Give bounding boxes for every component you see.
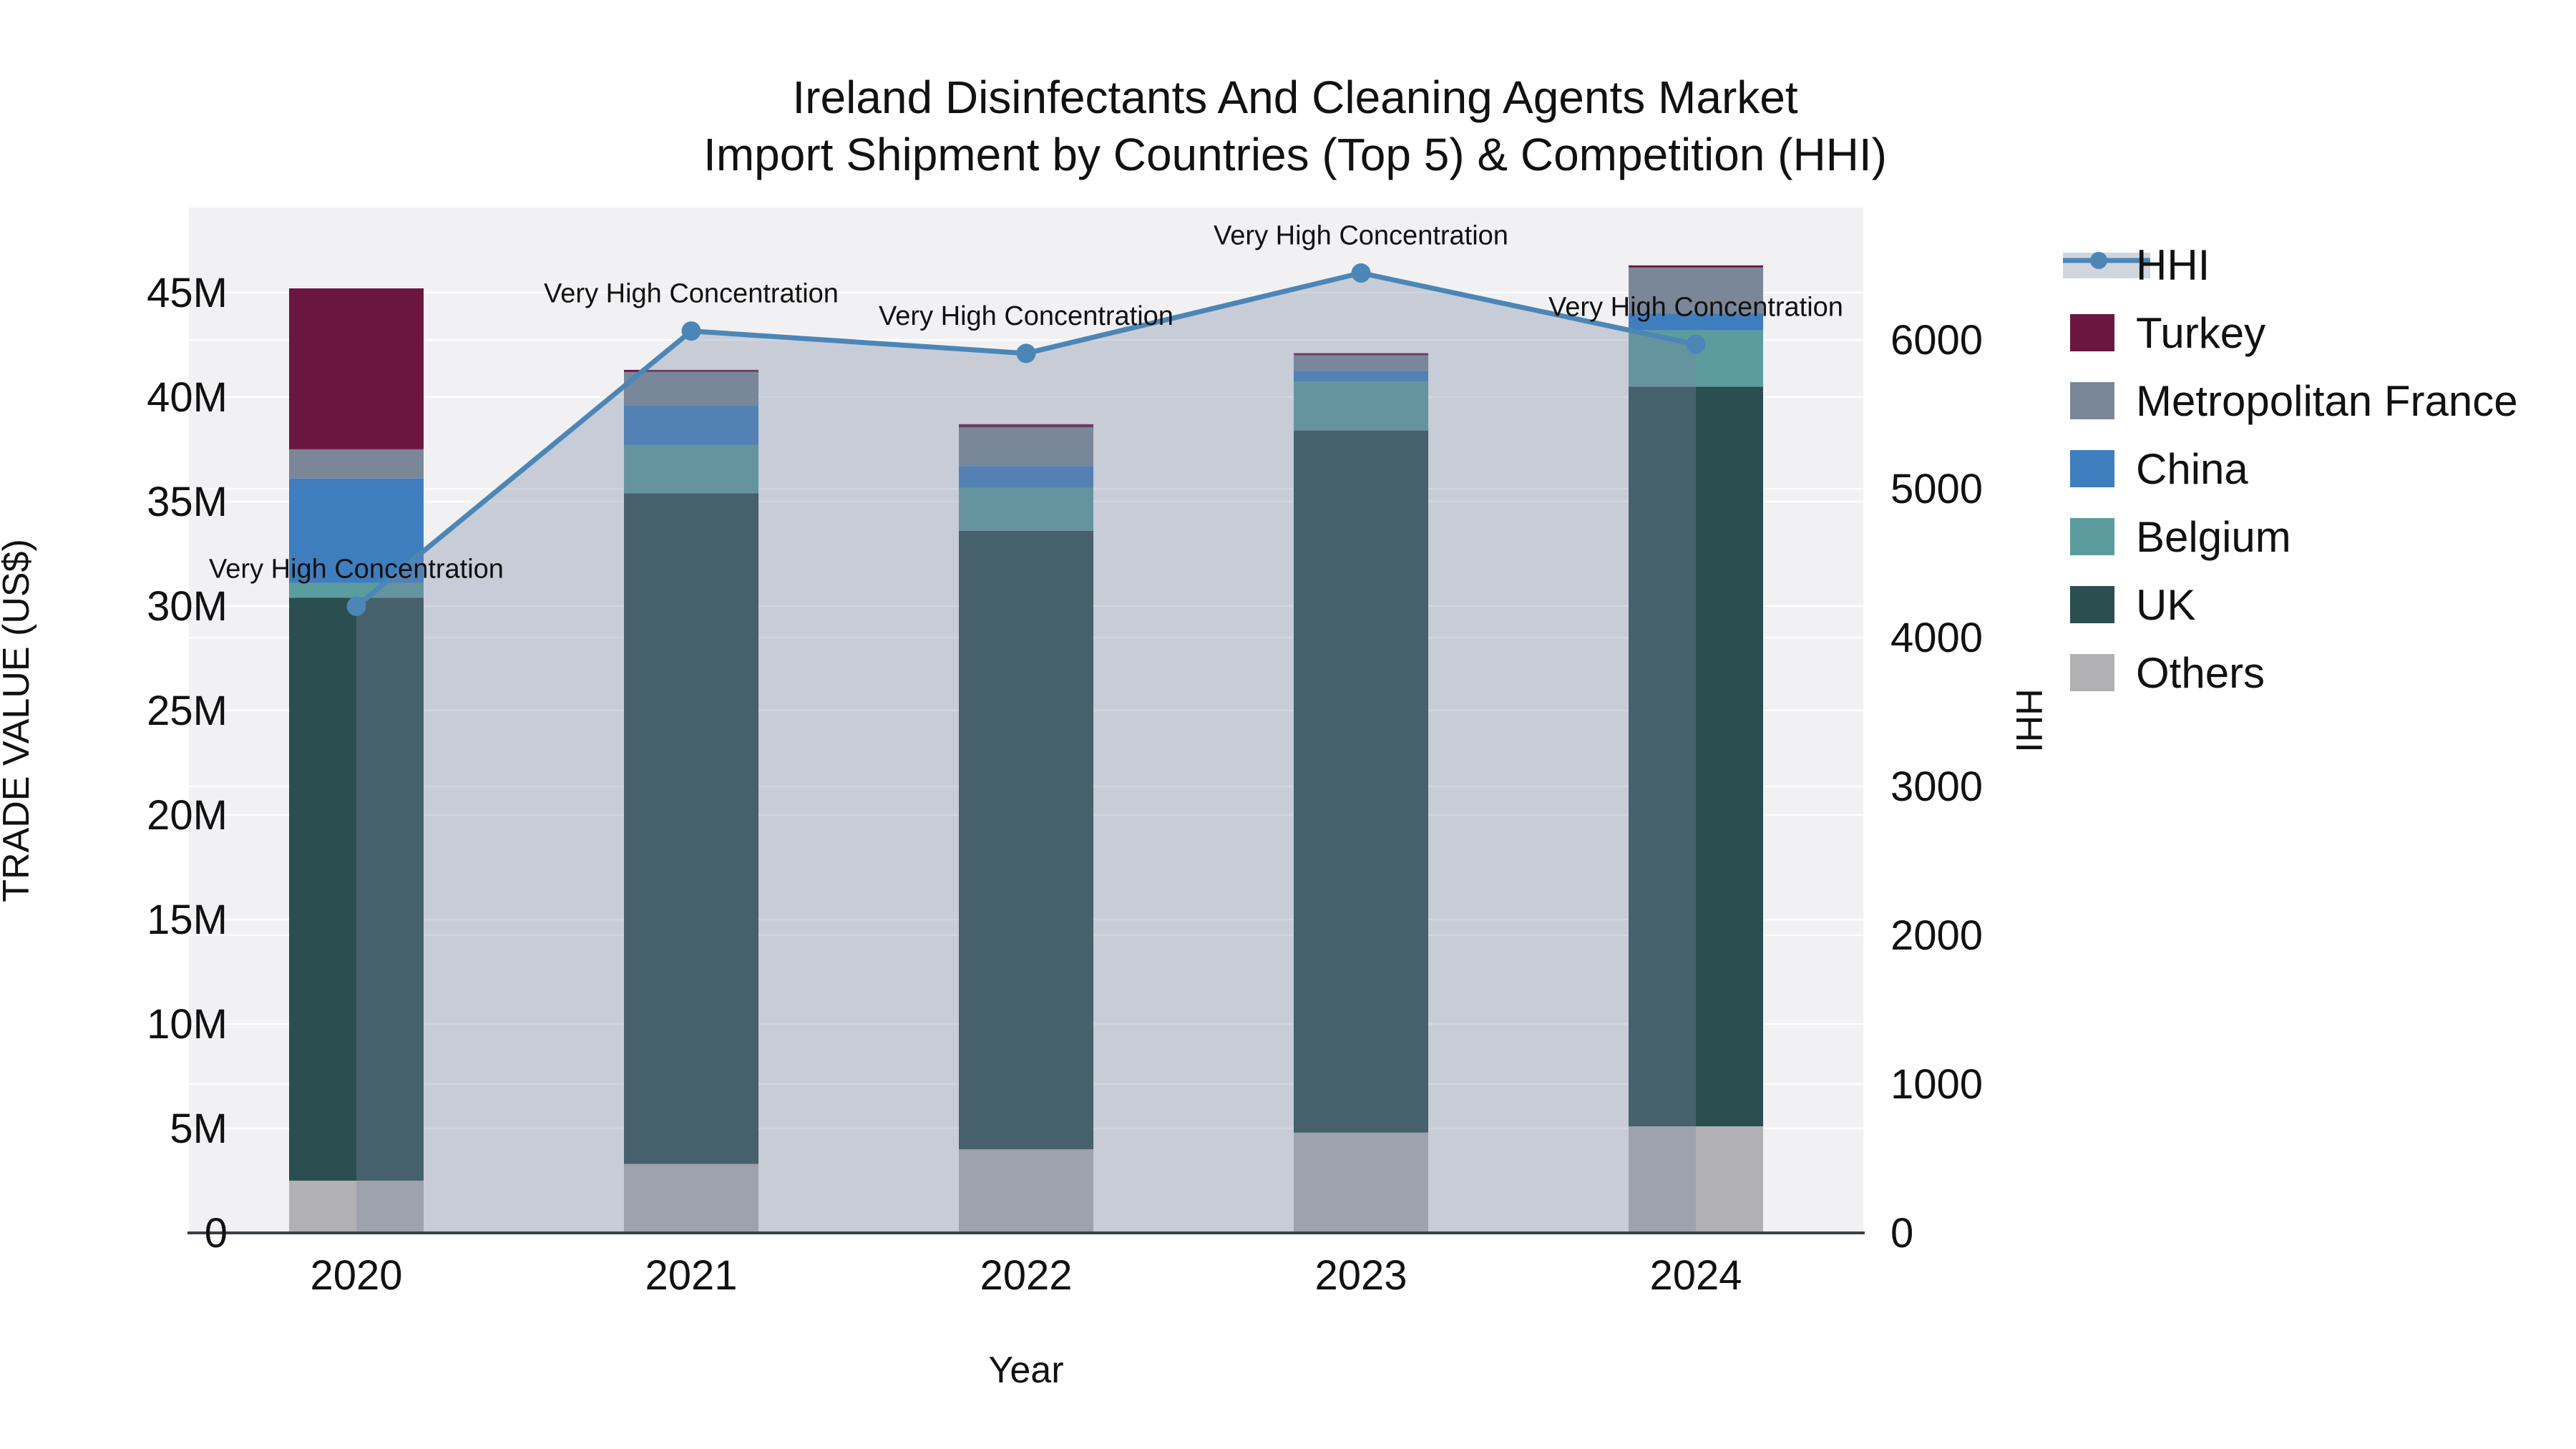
right-tick-label: 3000: [1890, 763, 1983, 810]
legend-label: HHI: [2136, 241, 2210, 289]
legend-label: Metropolitan France: [2136, 377, 2518, 425]
x-axis-title: Year: [988, 1350, 1063, 1391]
annotation-very-high-concentration: Very High Concentration: [1214, 221, 1508, 251]
bar-segment-metropolitan-france[interactable]: [624, 371, 758, 406]
x-tick-label: 2023: [1314, 1252, 1407, 1299]
bar-segment-belgium[interactable]: [1294, 381, 1428, 431]
left-tick-label: 5M: [170, 1106, 228, 1152]
right-tick-label: 4000: [1890, 615, 1983, 661]
bar-segment-uk[interactable]: [289, 597, 424, 1181]
legend-hhi-marker-sample: [2090, 252, 2107, 269]
legend-item-turkey[interactable]: Turkey: [2070, 309, 2265, 357]
bar-segment-turkey[interactable]: [959, 424, 1093, 428]
left-tick-label: 0: [205, 1210, 228, 1257]
bar-segment-turkey[interactable]: [289, 288, 424, 449]
annotation-very-high-concentration: Very High Concentration: [544, 279, 839, 309]
bar-segment-others[interactable]: [289, 1180, 424, 1233]
bar-segment-metropolitan-france[interactable]: [289, 449, 424, 479]
stacked-bars: [289, 265, 1763, 1233]
legend-swatch: [2070, 518, 2114, 555]
bar-segment-turkey[interactable]: [1294, 353, 1428, 356]
left-tick-label: 10M: [147, 1001, 228, 1048]
legend-swatch: [2070, 654, 2114, 691]
x-tick-label: 2020: [310, 1252, 402, 1299]
left-tick-label: 35M: [147, 479, 228, 525]
bar-segment-turkey[interactable]: [1629, 265, 1763, 268]
legend-label: China: [2136, 445, 2248, 493]
bar-segment-belgium[interactable]: [289, 582, 424, 598]
bar-segment-uk[interactable]: [1294, 430, 1428, 1133]
bar-segment-china[interactable]: [624, 405, 758, 446]
chart-title-line2: Import Shipment by Countries (Top 5) & C…: [703, 129, 1887, 180]
legend-label: Belgium: [2136, 513, 2291, 561]
right-tick-label: 2000: [1890, 912, 1983, 959]
bar-segment-others[interactable]: [959, 1149, 1093, 1233]
bar-segment-metropolitan-france[interactable]: [959, 427, 1093, 467]
x-axis-ticks: 2020 2021 2022 2023 2024: [310, 1252, 1742, 1299]
right-axis-title: HHI: [2008, 688, 2049, 753]
legend-item-hhi[interactable]: HHI: [2063, 241, 2210, 289]
bar-segment-uk[interactable]: [1629, 386, 1763, 1127]
annotations: Very High Concentration Very High Concent…: [209, 221, 1843, 585]
annotation-very-high-concentration: Very High Concentration: [1548, 292, 1843, 322]
legend-item-uk[interactable]: UK: [2070, 581, 2195, 629]
bar-segment-belgium[interactable]: [624, 445, 758, 494]
x-tick-label: 2021: [645, 1252, 737, 1299]
legend-label: Others: [2136, 649, 2265, 697]
left-tick-label: 15M: [147, 897, 228, 943]
legend-swatch: [2070, 382, 2114, 419]
hhi-markers: [346, 263, 1706, 616]
bar-segment-others[interactable]: [1629, 1126, 1763, 1233]
legend-swatch: [2070, 314, 2114, 351]
legend-item-others[interactable]: Others: [2070, 649, 2265, 697]
annotation-very-high-concentration: Very High Concentration: [879, 301, 1174, 331]
right-tick-label: 0: [1890, 1210, 1913, 1257]
x-tick-label: 2022: [980, 1252, 1072, 1299]
left-tick-label: 20M: [147, 792, 228, 839]
left-tick-label: 45M: [147, 270, 228, 316]
right-axis-ticks: 0 1000 2000 3000 4000 5000 6000: [1890, 317, 1983, 1257]
hhi-marker[interactable]: [346, 596, 366, 616]
hhi-marker[interactable]: [1016, 343, 1036, 364]
bar-segment-others[interactable]: [624, 1163, 758, 1233]
bar-segment-others[interactable]: [1294, 1132, 1428, 1233]
legend-swatch: [2070, 586, 2114, 623]
bar-segment-belgium[interactable]: [959, 487, 1093, 531]
annotation-very-high-concentration: Very High Concentration: [209, 554, 504, 584]
left-axis-title: TRADE VALUE (US$): [0, 539, 37, 902]
bar-segment-metropolitan-france[interactable]: [1629, 267, 1763, 314]
bar-segment-china[interactable]: [959, 466, 1093, 488]
legend-swatch: [2070, 450, 2114, 487]
legend-label: UK: [2136, 581, 2195, 629]
hhi-marker[interactable]: [1351, 263, 1371, 283]
legend-item-belgium[interactable]: Belgium: [2070, 513, 2291, 561]
right-tick-label: 6000: [1890, 317, 1983, 364]
right-tick-label: 5000: [1890, 466, 1983, 512]
legend-hhi-area-sample: [2063, 253, 2150, 278]
legend: HHI Turkey Metropolitan France China Belgium…: [2063, 241, 2518, 697]
legend-item-china[interactable]: China: [2070, 445, 2248, 493]
bar-segment-metropolitan-france[interactable]: [1294, 355, 1428, 371]
hhi-marker[interactable]: [681, 321, 701, 341]
left-tick-label: 25M: [147, 688, 228, 734]
legend-item-metropolitan-france[interactable]: Metropolitan France: [2070, 377, 2518, 425]
left-tick-label: 30M: [147, 583, 228, 630]
left-axis-ticks: 0 5M 10M 15M 20M 25M 30M 35M 40M 45M: [147, 270, 228, 1257]
legend-label: Turkey: [2136, 309, 2265, 357]
bar-segment-china[interactable]: [289, 478, 424, 583]
bar-segment-china[interactable]: [1629, 313, 1763, 331]
x-tick-label: 2024: [1649, 1252, 1742, 1299]
bar-segment-uk[interactable]: [959, 530, 1093, 1150]
chart-title-line1: Ireland Disinfectants And Cleaning Agent…: [792, 72, 1797, 123]
bar-segment-uk[interactable]: [624, 493, 758, 1164]
bar-segment-turkey[interactable]: [624, 369, 758, 372]
hhi-marker[interactable]: [1686, 334, 1706, 354]
bar-segment-china[interactable]: [1294, 371, 1428, 381]
left-tick-label: 40M: [147, 374, 228, 421]
hhi-area-fill: [356, 273, 1696, 1233]
right-tick-label: 1000: [1890, 1061, 1983, 1108]
